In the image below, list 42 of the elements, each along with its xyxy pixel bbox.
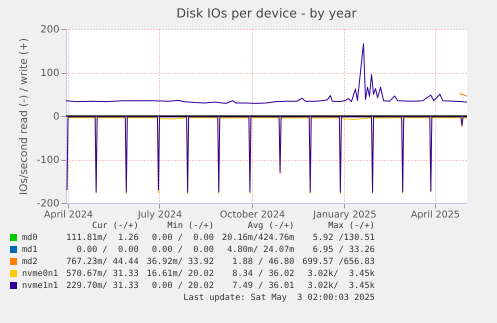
text: Min (-/+) bbox=[166, 220, 215, 232]
text: 20.16m/424.76m bbox=[220, 232, 296, 244]
legend-label: md1 bbox=[21, 244, 39, 256]
text: Cur (-/+) bbox=[91, 220, 140, 232]
text: 0.00 / 20.02 bbox=[150, 280, 215, 292]
text: 229.70m/ 31.33 bbox=[65, 280, 140, 292]
text: Avg (-/+) bbox=[246, 220, 296, 232]
text: 0.00 / 0.00 bbox=[150, 244, 215, 256]
text: 1.88 / 46.80 bbox=[231, 256, 296, 268]
text: 570.67m/ 31.33 bbox=[65, 268, 140, 280]
text: 111.81m/ 1.26 bbox=[65, 232, 140, 244]
text: 699.57 /656.83 bbox=[301, 256, 376, 268]
legend-label: md0 bbox=[21, 232, 39, 244]
y-tick-label: -200 bbox=[36, 198, 60, 210]
text: 7.49 / 36.01 bbox=[231, 280, 296, 292]
text: 0.00 / 0.00 bbox=[76, 244, 140, 256]
y-tick-label: 100 bbox=[40, 68, 60, 79]
text: Max (-/+) bbox=[327, 220, 376, 232]
x-tick-label: October 2024 bbox=[220, 210, 286, 220]
y-tick-label: -100 bbox=[36, 155, 60, 166]
y-tick-label: 0 bbox=[53, 112, 60, 122]
legend-label: nvme0n1 bbox=[21, 268, 60, 280]
y-axis-title: IOs/second read (-) / write (+) bbox=[18, 38, 30, 196]
text: 6.95 / 33.26 bbox=[312, 244, 376, 256]
text: 0.00 / 0.00 bbox=[150, 232, 215, 244]
text: 3.02k/ 3.45k bbox=[306, 280, 376, 292]
text: 5.92 /130.51 bbox=[312, 232, 376, 244]
text: 8.34 / 36.02 bbox=[231, 268, 296, 280]
text: 36.92m/ 33.92 bbox=[146, 256, 215, 268]
y-tick-label: 200 bbox=[40, 24, 60, 36]
x-tick-label: January 2025 bbox=[312, 210, 376, 220]
x-tick-label: July 2024 bbox=[136, 210, 182, 220]
text: 16.61m/ 20.02 bbox=[146, 268, 215, 280]
text: 4.80m/ 24.07m bbox=[226, 244, 296, 256]
text: Last update: Sat May 3 02:00:03 2025 bbox=[182, 292, 376, 304]
chart-title: Disk IOs per device - by year bbox=[176, 6, 358, 20]
legend-label: md2 bbox=[21, 256, 39, 268]
text: 3.02k/ 3.45k bbox=[306, 268, 376, 280]
text: 767.23m/ 44.44 bbox=[65, 256, 140, 268]
x-tick-label: April 2024 bbox=[44, 210, 93, 220]
legend-label: nvme1n1 bbox=[21, 280, 60, 292]
x-tick-label: April 2025 bbox=[410, 210, 460, 220]
